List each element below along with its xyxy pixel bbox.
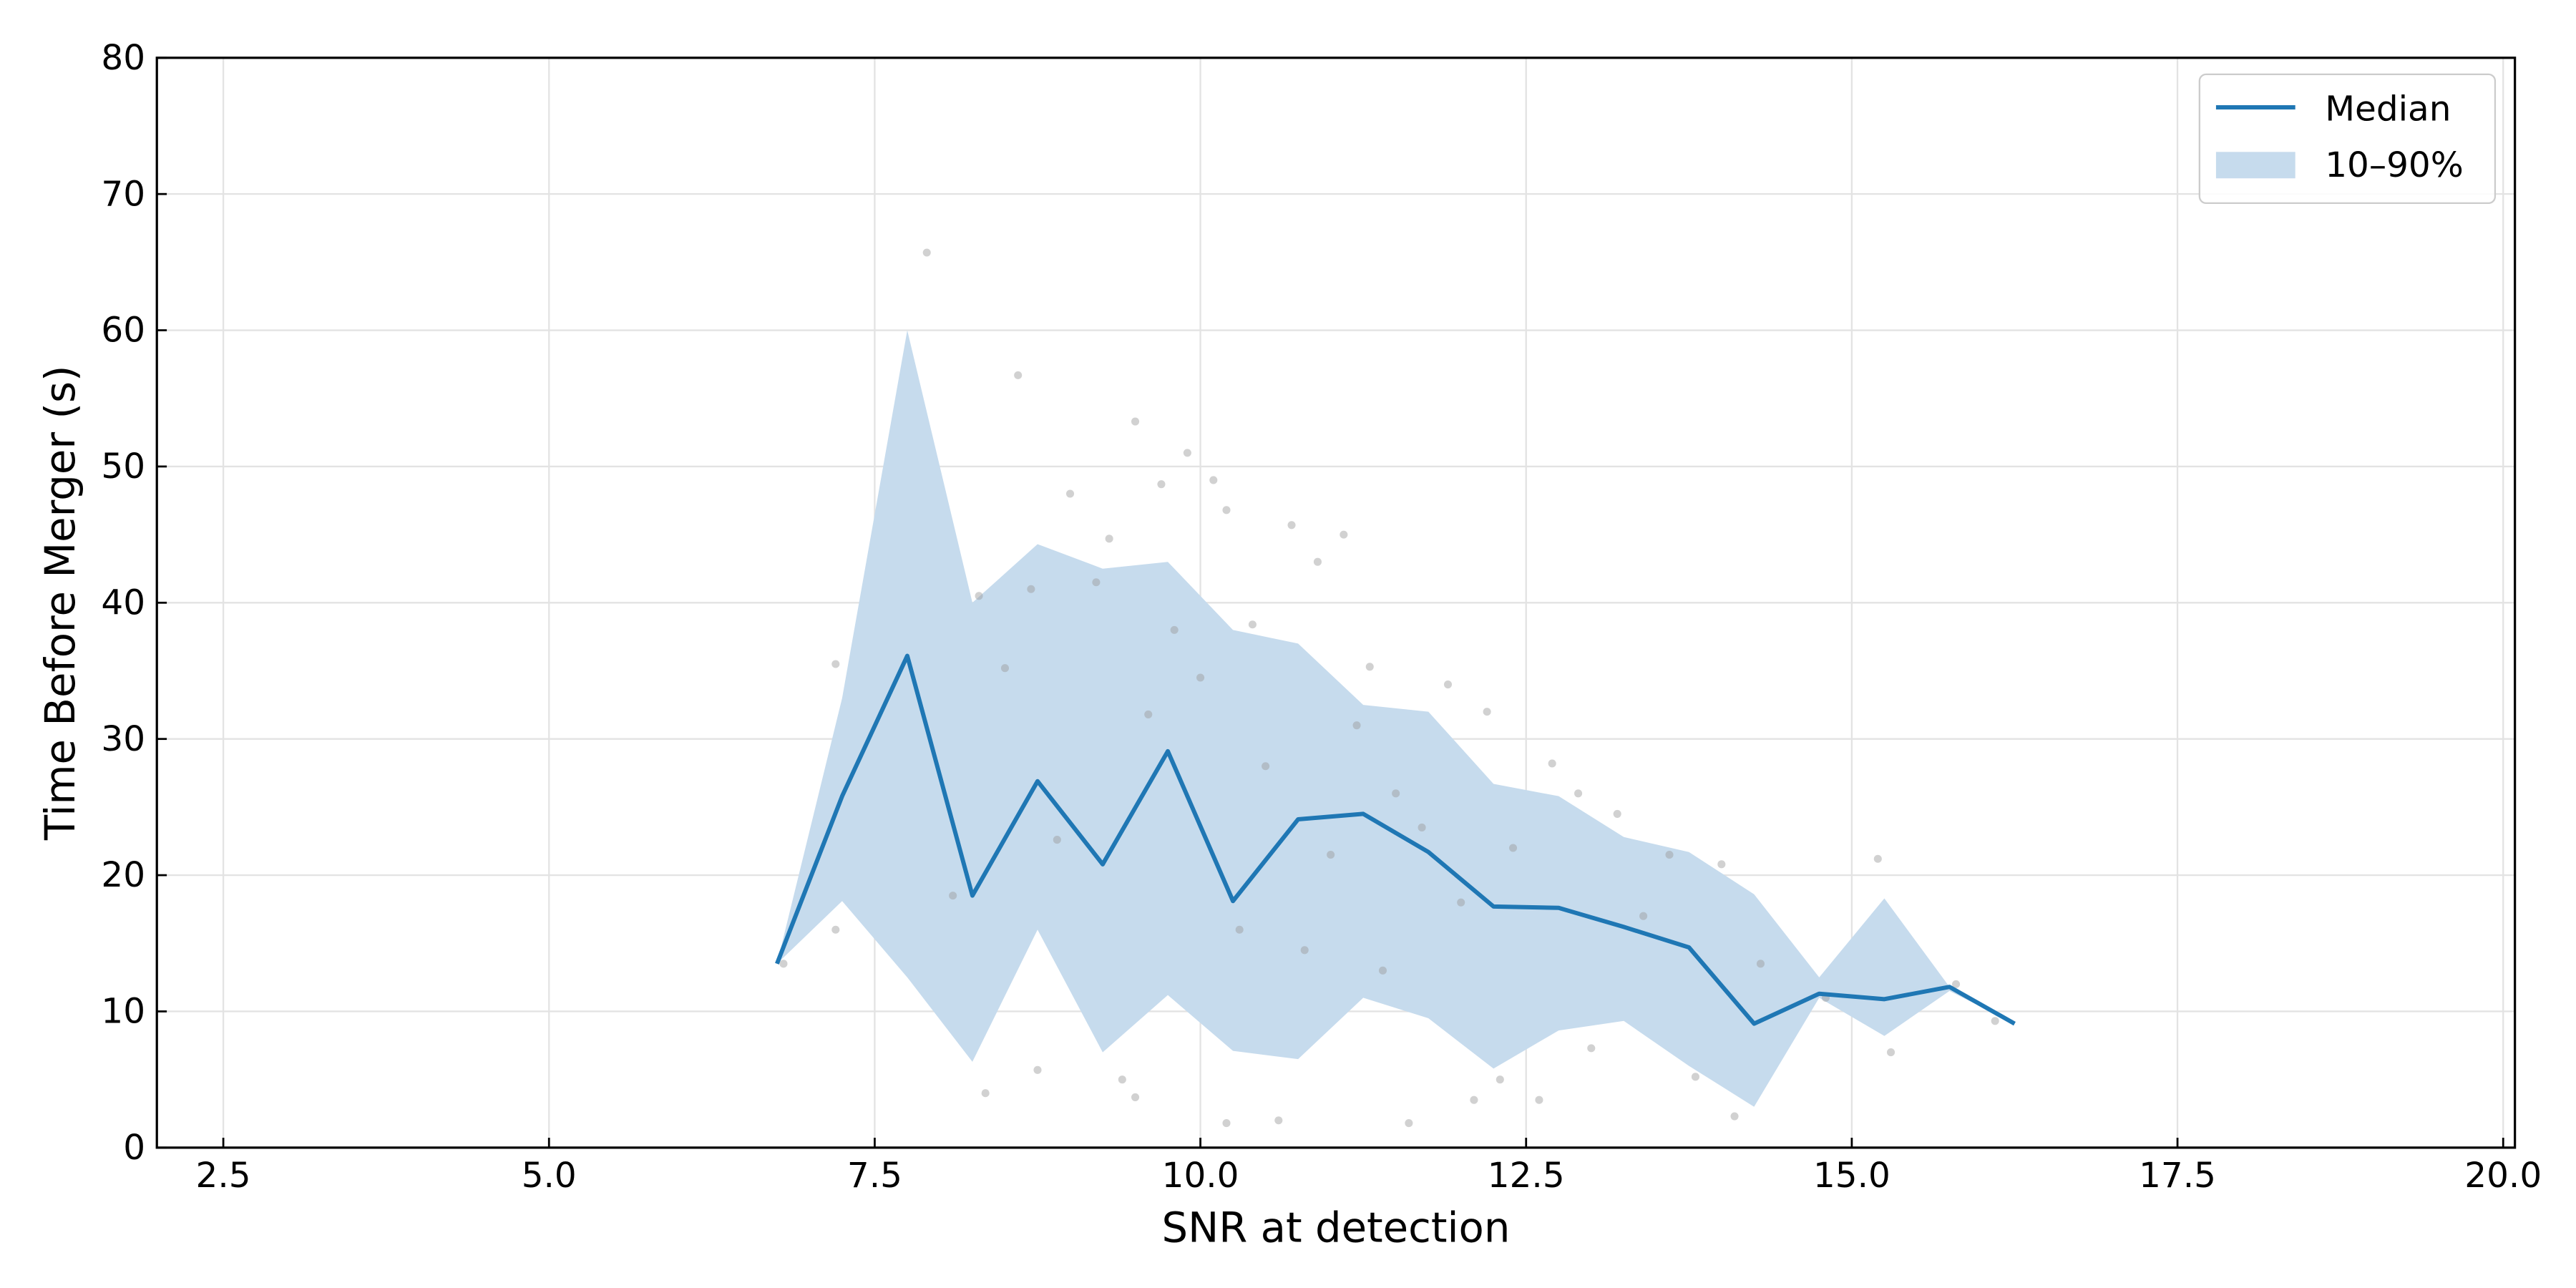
- scatter-point: [1639, 912, 1648, 920]
- scatter-point: [1365, 663, 1374, 671]
- scatter-point: [1222, 506, 1231, 514]
- scatter-point: [1352, 721, 1361, 730]
- scatter-point: [1991, 1017, 1999, 1025]
- y-tick-label: 30: [101, 719, 145, 759]
- scatter-point: [1717, 860, 1726, 869]
- scatter-point: [831, 660, 840, 668]
- scatter-point: [1170, 625, 1179, 634]
- scatter-point: [1131, 1093, 1140, 1101]
- scatter-point: [1222, 1119, 1231, 1128]
- scatter-point: [1548, 759, 1556, 768]
- scatter-point: [1665, 850, 1674, 859]
- scatter-point: [1418, 823, 1426, 831]
- scatter-point: [1378, 966, 1387, 975]
- scatter-point: [949, 892, 957, 900]
- x-tick-label: 20.0: [2464, 1156, 2542, 1196]
- scatter-point: [1535, 1096, 1543, 1104]
- scatter-point: [1405, 1119, 1413, 1128]
- scatter-point: [1483, 708, 1491, 716]
- scatter-point: [1131, 417, 1140, 426]
- x-tick-label: 7.5: [847, 1156, 902, 1196]
- y-tick-label: 50: [101, 447, 145, 487]
- scatter-point: [1392, 789, 1400, 798]
- y-tick-label: 80: [101, 38, 145, 78]
- scatter-point: [1235, 925, 1244, 934]
- scatter-point: [1033, 1065, 1042, 1074]
- scatter-point: [1873, 854, 1882, 863]
- legend-label: 10–90%: [2325, 145, 2464, 185]
- x-axis-label: SNR at detection: [1161, 1203, 1510, 1252]
- y-tick-label: 10: [101, 992, 145, 1032]
- scatter-point: [1209, 476, 1218, 484]
- y-axis-label: Time Before Merger (s): [36, 365, 84, 841]
- scatter-point: [981, 1089, 990, 1098]
- scatter-point: [1313, 557, 1322, 566]
- scatter-point: [1457, 898, 1465, 907]
- scatter-point: [1587, 1044, 1596, 1053]
- scatter-point: [1027, 585, 1035, 593]
- y-tick-label: 60: [101, 311, 145, 351]
- scatter-point: [779, 960, 788, 968]
- scatter-point: [1886, 1048, 1896, 1057]
- scatter-point: [1287, 521, 1296, 530]
- scatter-point: [1496, 1075, 1504, 1084]
- band-area: [776, 330, 2015, 1107]
- scatter-point: [1327, 850, 1335, 859]
- scatter-point: [831, 925, 840, 934]
- scatter-point: [1508, 844, 1518, 852]
- scatter-point: [1065, 489, 1075, 498]
- y-tick-label: 0: [123, 1128, 145, 1168]
- scatter-point: [1092, 578, 1101, 587]
- x-tick-label: 5.0: [522, 1156, 577, 1196]
- scatter-point: [1952, 980, 1961, 988]
- scatter-point: [1157, 480, 1166, 489]
- scatter-point: [1196, 673, 1205, 682]
- scatter-point: [1691, 1073, 1699, 1081]
- scatter-point: [1183, 449, 1191, 457]
- scatter-point: [1105, 535, 1113, 543]
- scatter-point: [1118, 1075, 1126, 1084]
- y-tick-label: 40: [101, 582, 145, 623]
- scatter-point: [922, 248, 931, 257]
- y-tick-label: 20: [101, 855, 145, 895]
- scatter-point: [975, 592, 983, 600]
- x-tick-label: 17.5: [2139, 1156, 2216, 1196]
- legend-label: Median: [2325, 89, 2451, 129]
- y-tick-label: 70: [101, 174, 145, 214]
- scatter-point: [1300, 946, 1309, 955]
- median-line: [775, 653, 2016, 1026]
- plot-frame: [155, 57, 2517, 1149]
- scatter-point: [1574, 789, 1583, 798]
- scatter-point: [1470, 1096, 1478, 1104]
- scatter-point: [1730, 1112, 1739, 1121]
- scatter-point: [1000, 664, 1010, 673]
- scatter-point: [1248, 620, 1257, 629]
- scatter-point: [1443, 680, 1453, 689]
- scatter-point: [1756, 960, 1765, 968]
- scatter-point: [1144, 710, 1153, 718]
- x-tick-label: 10.0: [1162, 1156, 1239, 1196]
- scatter-point: [1613, 809, 1621, 818]
- x-tick-label: 2.5: [196, 1156, 251, 1196]
- scatter-point: [1262, 762, 1270, 771]
- scatter-point: [1053, 836, 1061, 844]
- scatter-point: [1014, 371, 1023, 379]
- x-tick-label: 15.0: [1813, 1156, 1890, 1196]
- x-tick-label: 12.5: [1488, 1156, 1565, 1196]
- legend-swatch: [2215, 152, 2296, 179]
- scatter-point: [1274, 1116, 1283, 1125]
- scatter-point: [1340, 530, 1348, 539]
